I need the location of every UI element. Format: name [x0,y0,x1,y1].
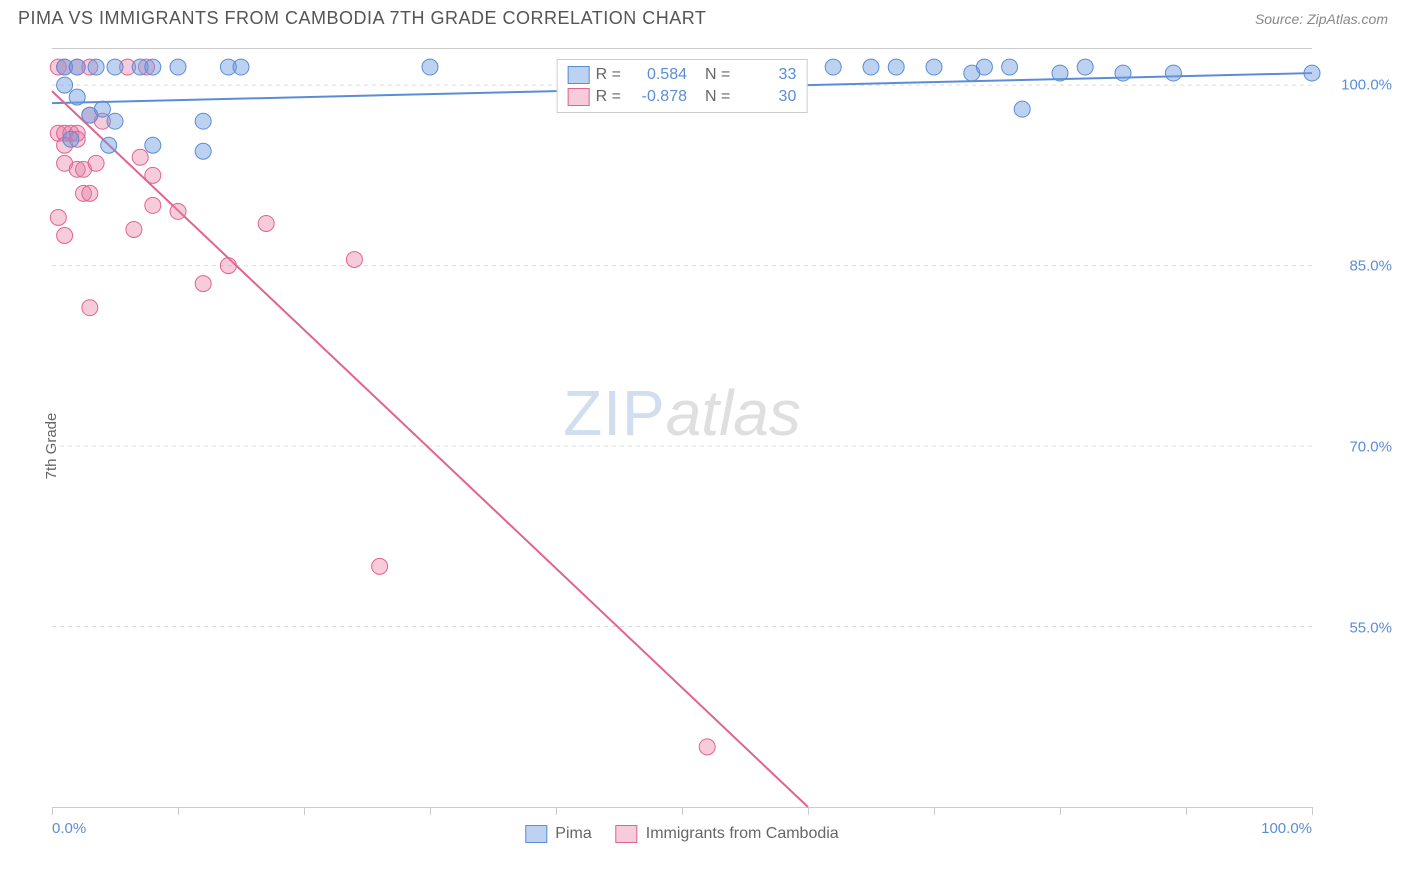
y-tick-label: 85.0% [1349,258,1392,275]
legend-label-pima: Pima [555,825,591,843]
legend-item-cambodia: Immigrants from Cambodia [616,825,839,843]
legend-swatch-pima [568,66,590,84]
legend-n-cambodia: 30 [736,88,796,106]
legend-row-cambodia: R = -0.878 N = 30 [568,86,797,108]
legend-r-cambodia: -0.878 [627,88,687,106]
chart-header: PIMA VS IMMIGRANTS FROM CAMBODIA 7TH GRA… [0,0,1406,43]
legend-n-label: N = [705,66,730,84]
x-tick [430,807,431,815]
legend-row-pima: R = 0.584 N = 33 [568,64,797,86]
x-tick [304,807,305,815]
legend-r-label2: R = [596,88,621,106]
legend-label-cambodia: Immigrants from Cambodia [646,825,839,843]
legend-swatch-pima2 [525,825,547,843]
x-tick [682,807,683,815]
x-tick [934,807,935,815]
x-tick [1312,807,1313,815]
y-tick-label: 100.0% [1341,77,1392,94]
x-tick [52,807,53,815]
legend-n-pima: 33 [736,66,796,84]
x-tick [1186,807,1187,815]
x-tick [178,807,179,815]
legend-r-pima: 0.584 [627,66,687,84]
correlation-legend: R = 0.584 N = 33 R = -0.878 N = 30 [557,59,808,113]
legend-r-label: R = [596,66,621,84]
chart-title: PIMA VS IMMIGRANTS FROM CAMBODIA 7TH GRA… [18,8,706,29]
legend-item-pima: Pima [525,825,591,843]
x-tick [556,807,557,815]
legend-swatch-cambodia [568,88,590,106]
x-tick-label: 0.0% [52,820,86,837]
chart-plot-area: ZIPatlas R = 0.584 N = 33 R = -0.878 N =… [52,48,1312,808]
legend-n-label2: N = [705,88,730,106]
x-tick [1060,807,1061,815]
y-tick-label: 70.0% [1349,439,1392,456]
chart-source: Source: ZipAtlas.com [1255,11,1388,27]
legend-swatch-cambodia2 [616,825,638,843]
x-tick-label: 100.0% [1261,820,1312,837]
scatter-svg [52,49,1312,807]
y-tick-label: 55.0% [1349,620,1392,637]
x-tick [808,807,809,815]
series-legend: Pima Immigrants from Cambodia [525,825,838,843]
